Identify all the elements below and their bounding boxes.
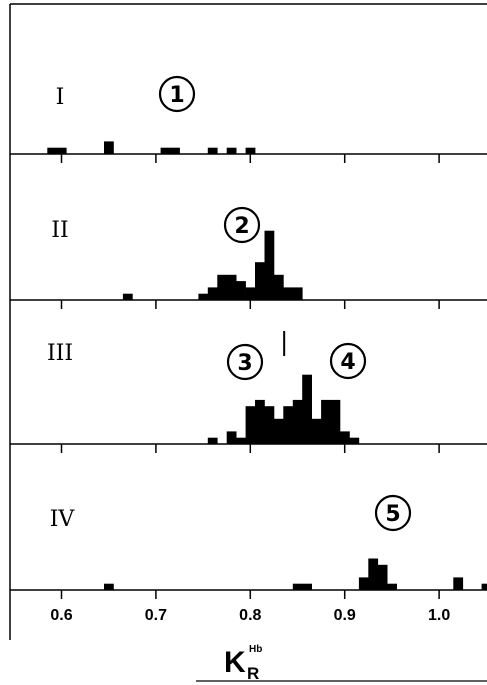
histogram-bar [358,577,369,590]
histogram-bar [292,399,303,444]
histogram-bar [340,431,350,444]
x-tick-label: 0.9 [334,607,356,624]
histogram-bar [273,418,284,444]
histogram-bar [321,399,331,444]
histogram-bar [368,558,379,590]
histogram-bar [292,583,303,590]
peak-number: 2 [234,214,249,239]
histogram-bar [302,374,312,444]
x-tick-label: 0.7 [145,607,167,624]
panel-label: IV [50,507,76,532]
x-axis: 0.6 0.7 0.8 0.9 1.0 [50,607,487,682]
peak-circle [374,494,412,532]
histogram-bar [236,437,246,444]
histogram-bar [47,147,58,154]
histogram-bar [198,293,209,300]
histogram-bar [273,274,284,300]
peak-number: 5 [385,502,400,527]
histogram-bar [207,437,218,444]
histogram-bar [56,147,67,154]
peak-label-5: 5 [374,494,412,532]
peak-label-4: 4 [329,342,367,380]
panel-label: II [51,218,68,243]
panel-III: III 3 4 [10,331,487,453]
peak-number: 4 [340,350,355,375]
histogram-bar [264,406,275,444]
peak-number: 1 [169,83,184,108]
histogram-bar [245,406,256,444]
peak-label-1: 1 [158,75,196,113]
peak-number: 3 [237,351,252,376]
histogram-bar [481,583,487,590]
histogram-bar [283,287,294,300]
peak-circle [226,343,264,381]
histogram-bar [255,399,265,444]
histogram-bar [160,147,171,154]
histogram-bar [207,287,218,300]
histogram-bar [217,274,228,300]
histogram-bar [170,147,180,154]
axis-label-main: K [224,646,246,679]
histogram-bar [377,564,388,590]
histogram-bar [122,293,133,300]
axis-label-subscript: R [247,664,259,683]
x-axis-label: K R Hb [224,644,262,683]
histogram-bar [453,577,464,590]
histogram-bar [264,230,275,300]
x-tick-label: 0.6 [50,607,72,624]
histogram-bar [245,287,256,300]
histogram-bar [236,281,246,300]
peak-circle [329,342,367,380]
histogram-bar [283,406,294,444]
histogram-bar [104,141,114,154]
histogram-bar [349,437,360,444]
histogram-bar [207,147,218,154]
histogram-bar [302,583,312,590]
axis-label-superscript: Hb [249,644,262,655]
peak-label-3: 3 [226,343,264,381]
panel-II: II 2 [10,206,487,309]
panel-label: III [47,341,73,366]
peak-circle [158,75,196,113]
x-tick-label: 0.8 [239,607,261,624]
peak-circle [223,206,261,244]
panel-label: I [56,85,65,110]
histogram-bar [311,418,322,444]
histogram-bar [245,147,256,154]
panel-IV: IV 5 [10,494,487,599]
histogram-bar [104,583,114,590]
histogram-bar [330,399,341,444]
histogram-bar [387,583,397,590]
histogram-bar [292,287,303,300]
histogram-bar [226,147,237,154]
histogram-bar [226,274,237,300]
x-tick-label: 1.0 [428,607,450,624]
histogram-bar [255,262,265,300]
peak-label-2: 2 [223,206,261,244]
histogram-bar [226,431,237,444]
